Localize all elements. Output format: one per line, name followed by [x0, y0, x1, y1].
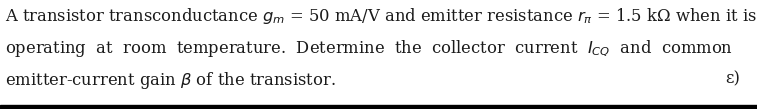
- Text: ε): ε): [725, 70, 740, 87]
- Text: emitter-current gain $\beta$ of the transistor.: emitter-current gain $\beta$ of the tran…: [5, 70, 336, 91]
- Text: operating  at  room  temperature.  Determine  the  collector  current  $I_{CQ}$ : operating at room temperature. Determine…: [5, 38, 733, 59]
- Bar: [0, 105, 757, 109]
- Text: A transistor transconductance $g_m$ = 50 mA/V and emitter resistance $r_{\pi}$ =: A transistor transconductance $g_m$ = 50…: [5, 6, 757, 26]
